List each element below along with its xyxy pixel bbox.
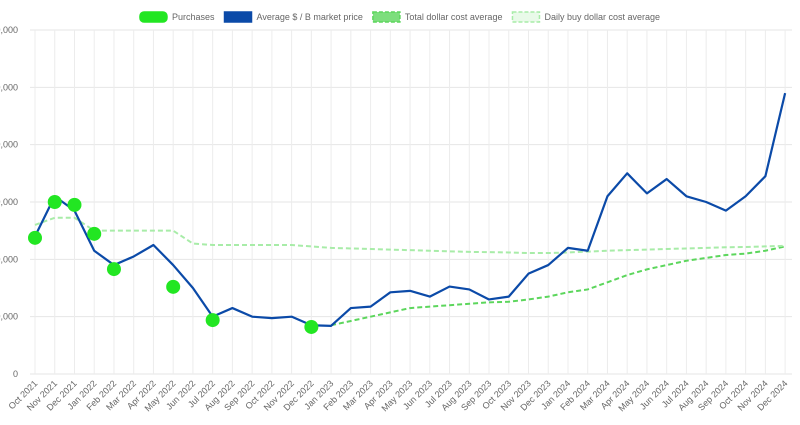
series-line bbox=[330, 245, 786, 327]
legend-swatch bbox=[511, 11, 541, 23]
legend-label: Average $ / B market price bbox=[257, 12, 363, 22]
purchase-point bbox=[205, 313, 220, 328]
y-tick-label: 80,000 bbox=[0, 140, 18, 150]
y-tick-label: 40,000 bbox=[0, 254, 18, 264]
y-tick-label: 100,000 bbox=[0, 82, 18, 92]
legend: Purchases Average $ / B market price Total… bbox=[139, 11, 660, 23]
y-tick-label: 60,000 bbox=[0, 197, 18, 207]
purchase-point bbox=[166, 279, 181, 294]
legend-label: Daily buy dollar cost average bbox=[544, 12, 660, 22]
purchase-point bbox=[28, 230, 42, 245]
legend-label: Total dollar cost average bbox=[405, 12, 503, 22]
legend-label: Purchases bbox=[172, 12, 215, 22]
y-tick-label: 0 bbox=[13, 369, 18, 379]
purchase-point bbox=[87, 226, 102, 241]
legend-swatch bbox=[139, 11, 168, 23]
purchase-point bbox=[67, 197, 82, 212]
purchase-point bbox=[47, 195, 62, 209]
purchase-point bbox=[304, 319, 319, 334]
legend-swatch bbox=[223, 11, 253, 23]
legend-swatch bbox=[372, 11, 401, 23]
y-tick-label: 20,000 bbox=[0, 312, 18, 322]
y-tick-label: 120,000 bbox=[0, 25, 18, 35]
purchase-point bbox=[106, 262, 121, 277]
series-line bbox=[34, 92, 787, 327]
series-line bbox=[34, 216, 786, 255]
